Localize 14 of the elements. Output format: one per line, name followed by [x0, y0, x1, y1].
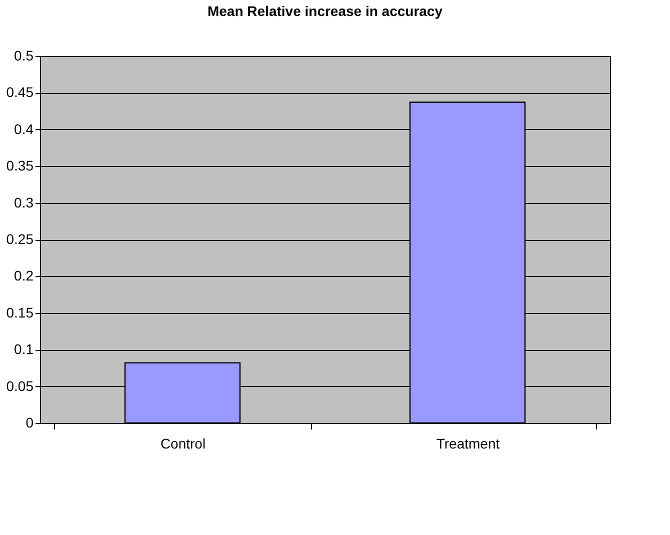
y-tick-label: 0.15 [6, 304, 34, 320]
y-tick-label: 0.2 [14, 268, 34, 284]
y-tick-label: 0.5 [14, 48, 34, 64]
y-tick-label: 0.35 [6, 158, 34, 174]
y-tick-label: 0.05 [6, 378, 34, 394]
y-tick-label: 0.45 [6, 84, 34, 100]
chart-title: Mean Relative increase in accuracy [207, 3, 443, 19]
y-tick-label: 0 [26, 414, 34, 430]
y-tick-label: 0.25 [6, 231, 34, 247]
x-tick-label: Treatment [436, 436, 500, 452]
y-tick-label: 0.4 [14, 120, 34, 137]
y-tick-label: 0.3 [14, 194, 34, 210]
y-tick-label: 0.1 [14, 341, 34, 358]
x-tick-label: Control [160, 436, 206, 452]
